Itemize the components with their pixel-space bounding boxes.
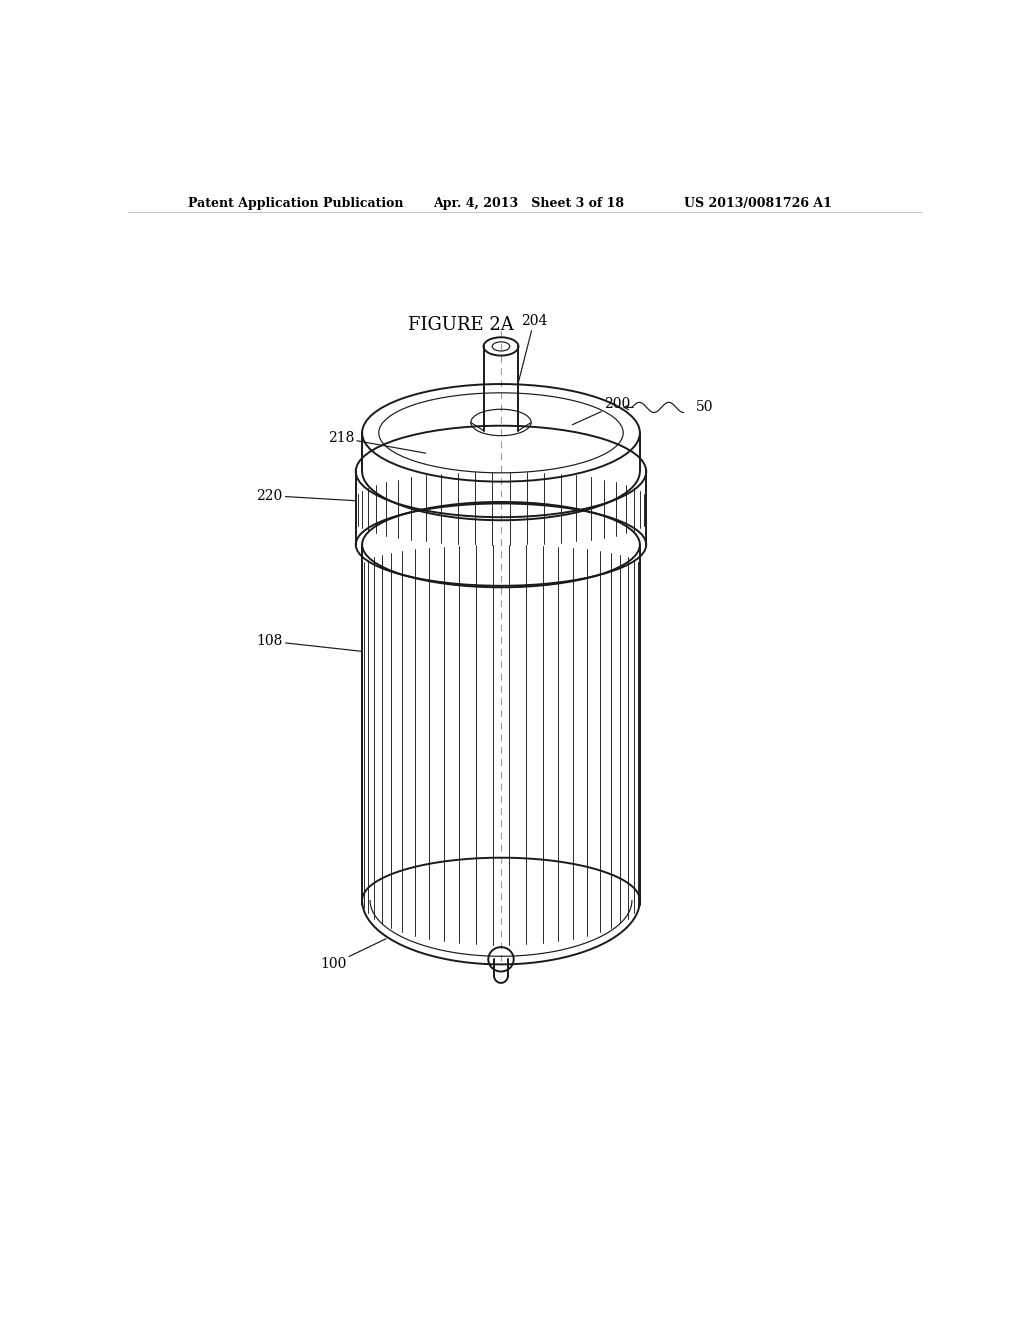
Text: US 2013/0081726 A1: US 2013/0081726 A1: [684, 197, 831, 210]
Text: Patent Application Publication: Patent Application Publication: [187, 197, 403, 210]
Text: 50: 50: [695, 400, 713, 414]
Text: 218: 218: [328, 430, 426, 453]
Text: FIGURE 2A: FIGURE 2A: [409, 315, 514, 334]
Text: 204: 204: [518, 314, 547, 381]
Text: 108: 108: [256, 634, 362, 651]
Text: 220: 220: [256, 488, 355, 503]
Text: 100: 100: [319, 939, 386, 972]
Text: 200: 200: [572, 397, 631, 425]
Text: Apr. 4, 2013   Sheet 3 of 18: Apr. 4, 2013 Sheet 3 of 18: [433, 197, 625, 210]
